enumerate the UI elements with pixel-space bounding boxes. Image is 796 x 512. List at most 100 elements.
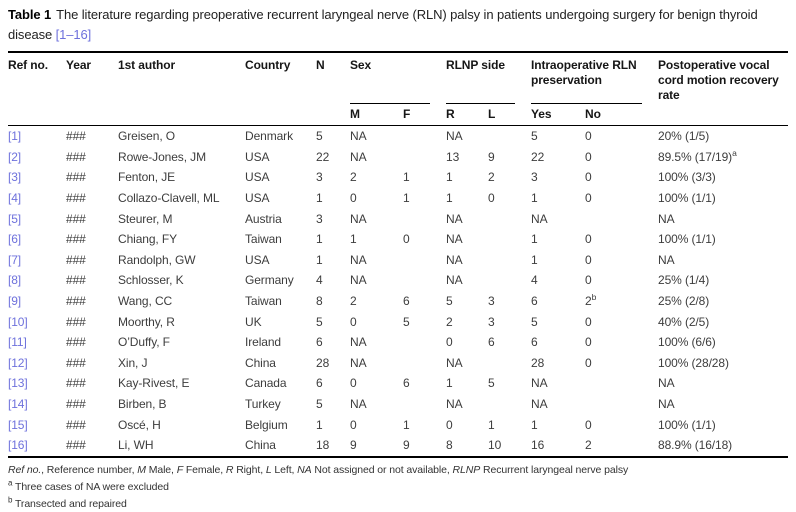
cell-no: 0 <box>585 270 658 291</box>
cell-year: ### <box>66 291 118 312</box>
cell-year: ### <box>66 126 118 147</box>
cell-no: 0 <box>585 311 658 332</box>
cell-year: ### <box>66 147 118 168</box>
reference-link[interactable]: [2] <box>8 147 66 168</box>
cell-l: 10 <box>488 435 531 457</box>
cell-n: 8 <box>316 291 350 312</box>
reference-link[interactable]: [4] <box>8 188 66 209</box>
cell-author: Fenton, JE <box>118 167 245 188</box>
cell-yes: 5 <box>531 126 585 147</box>
cell-f: 5 <box>403 311 446 332</box>
reference-link[interactable]: [6] <box>8 229 66 250</box>
col-header-female: F <box>403 104 446 126</box>
cell-f <box>403 332 446 353</box>
cell-yes: 3 <box>531 167 585 188</box>
cell-n: 6 <box>316 373 350 394</box>
cell-r: NA <box>446 394 488 415</box>
reference-link[interactable]: [11] <box>8 332 66 353</box>
cell-year: ### <box>66 229 118 250</box>
cell-m: NA <box>350 126 403 147</box>
cell-m: 0 <box>350 373 403 394</box>
cell-yes: 1 <box>531 250 585 271</box>
col-header-left: L <box>488 104 531 126</box>
cell-r: 0 <box>446 414 488 435</box>
cell-year: ### <box>66 414 118 435</box>
cell-no: 0 <box>585 332 658 353</box>
cell-country: Denmark <box>245 126 316 147</box>
cell-no: 0 <box>585 414 658 435</box>
cell-m: 0 <box>350 311 403 332</box>
cell-yes: 6 <box>531 332 585 353</box>
cell-n: 5 <box>316 311 350 332</box>
reference-link[interactable]: [1] <box>8 126 66 147</box>
cell-year: ### <box>66 353 118 374</box>
cell-yes: NA <box>531 373 585 394</box>
cell-f <box>403 126 446 147</box>
cell-yes: 28 <box>531 353 585 374</box>
cell-author: O’Duffy, F <box>118 332 245 353</box>
cell-f: 6 <box>403 291 446 312</box>
cell-f <box>403 147 446 168</box>
cell-m: NA <box>350 208 403 229</box>
reference-link[interactable]: [3] <box>8 167 66 188</box>
cell-m: 0 <box>350 188 403 209</box>
reference-link[interactable]: [16] <box>8 435 66 457</box>
cell-n: 6 <box>316 332 350 353</box>
cell-rate: 100% (1/1) <box>658 188 788 209</box>
cell-n: 28 <box>316 353 350 374</box>
cell-f: 9 <box>403 435 446 457</box>
reference-link[interactable]: [8] <box>8 270 66 291</box>
cell-n: 3 <box>316 167 350 188</box>
reference-link[interactable]: [12] <box>8 353 66 374</box>
cell-yes: NA <box>531 208 585 229</box>
reference-link[interactable]: [7] <box>8 250 66 271</box>
reference-link[interactable]: [13] <box>8 373 66 394</box>
cell-l <box>488 126 531 147</box>
reference-link[interactable]: [10] <box>8 311 66 332</box>
cell-m: NA <box>350 270 403 291</box>
cell-r: 1 <box>446 188 488 209</box>
reference-link[interactable]: [14] <box>8 394 66 415</box>
cell-l: 3 <box>488 291 531 312</box>
cell-m: NA <box>350 353 403 374</box>
cell-rate: NA <box>658 250 788 271</box>
cell-year: ### <box>66 270 118 291</box>
cell-n: 5 <box>316 394 350 415</box>
cell-r: 5 <box>446 291 488 312</box>
col-group-sex: Sex <box>350 52 446 104</box>
reference-link[interactable]: [9] <box>8 291 66 312</box>
footnote-b-marker: b <box>8 495 12 504</box>
cell-no: 0 <box>585 147 658 168</box>
cell-author: Moorthy, R <box>118 311 245 332</box>
cell-year: ### <box>66 188 118 209</box>
cell-f: 0 <box>403 229 446 250</box>
cell-rate: 100% (28/28) <box>658 353 788 374</box>
cell-author: Greisen, O <box>118 126 245 147</box>
cell-year: ### <box>66 332 118 353</box>
cell-country: China <box>245 353 316 374</box>
footnote-b: b Transected and repaired <box>8 497 788 512</box>
footnote-a-marker: a <box>8 478 12 487</box>
cell-l <box>488 270 531 291</box>
caption-reference-link[interactable]: [1–16] <box>56 27 92 42</box>
cell-year: ### <box>66 250 118 271</box>
cell-yes: 16 <box>531 435 585 457</box>
cell-n: 1 <box>316 229 350 250</box>
cell-n: 1 <box>316 188 350 209</box>
table-caption-label: Table 1 <box>8 7 56 22</box>
reference-link[interactable]: [15] <box>8 414 66 435</box>
col-header-no: No <box>585 104 658 126</box>
cell-author: Collazo-Clavell, ML <box>118 188 245 209</box>
cell-rate: 25% (2/8) <box>658 291 788 312</box>
cell-country: USA <box>245 147 316 168</box>
cell-country: Taiwan <box>245 229 316 250</box>
reference-link[interactable]: [5] <box>8 208 66 229</box>
cell-r: 1 <box>446 373 488 394</box>
cell-yes: 5 <box>531 311 585 332</box>
cell-r: NA <box>446 208 488 229</box>
cell-f: 6 <box>403 373 446 394</box>
